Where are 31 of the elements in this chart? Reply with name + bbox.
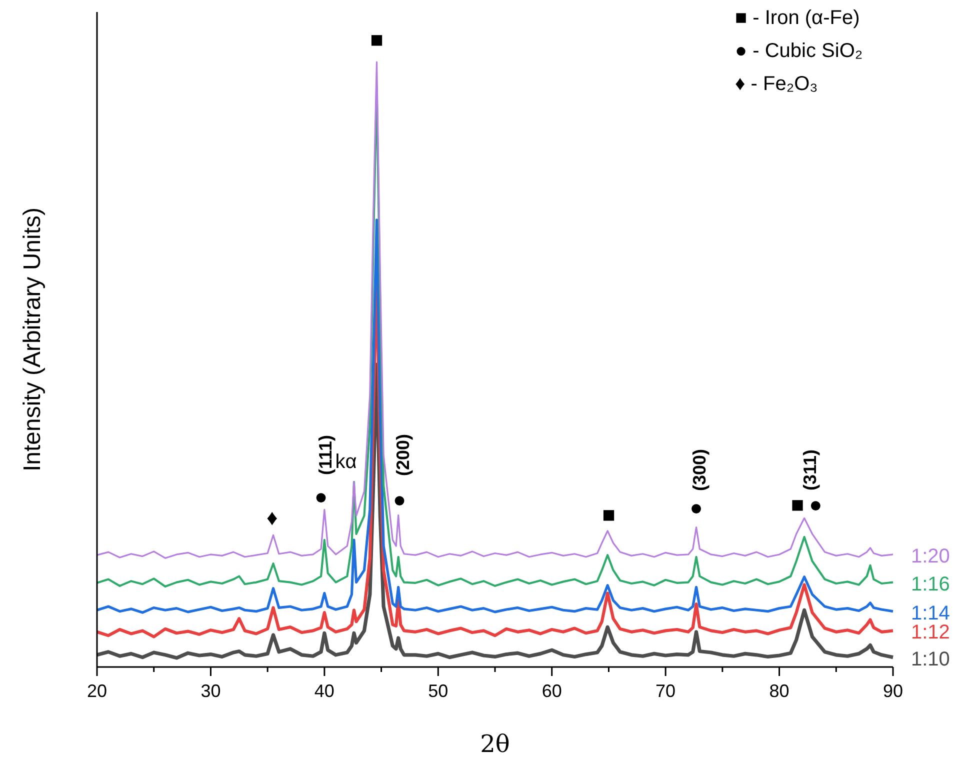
annotation: (200) bbox=[392, 434, 413, 476]
x-tick-label: 50 bbox=[428, 681, 448, 701]
annotation: ♦ - Fe₂O₃ bbox=[735, 73, 818, 95]
series-label: 1:12 bbox=[911, 622, 950, 644]
annotation: (300) bbox=[690, 448, 710, 492]
x-tick-label: 20 bbox=[86, 681, 108, 701]
annotation: ■ bbox=[602, 502, 616, 527]
x-axis-title: 2θ bbox=[480, 730, 510, 758]
x-tick-label: 30 bbox=[200, 681, 221, 701]
x-tick-label: 90 bbox=[882, 681, 904, 701]
text: ■ - Iron (α-Fe) bbox=[735, 7, 860, 29]
series-label: 1:20 bbox=[911, 545, 950, 568]
text: ■ bbox=[370, 27, 384, 52]
annotation: (111) bbox=[316, 434, 336, 476]
text: ● - Cubic SiO₂ bbox=[735, 40, 863, 62]
x-tick-label: 70 bbox=[656, 681, 676, 701]
series-label: 1:10 bbox=[911, 648, 950, 670]
annotation: kα bbox=[335, 451, 357, 473]
x-tick-label: 80 bbox=[769, 681, 790, 701]
annotation: ♦ bbox=[266, 505, 278, 530]
series-label: 1:14 bbox=[911, 602, 950, 624]
x-tick-label: 40 bbox=[314, 681, 334, 701]
annotation: (311) bbox=[800, 449, 820, 491]
x-tick-label: 60 bbox=[542, 681, 562, 701]
series-label: 1:16 bbox=[911, 573, 950, 596]
annotation: ● bbox=[809, 492, 822, 517]
y-axis-title: Intensity (Arbitrary Units) bbox=[19, 207, 46, 472]
annotation: ● bbox=[392, 487, 406, 512]
annotation: ● bbox=[314, 484, 328, 509]
annotation: ● bbox=[690, 495, 703, 520]
annotation: ■ bbox=[790, 492, 804, 517]
